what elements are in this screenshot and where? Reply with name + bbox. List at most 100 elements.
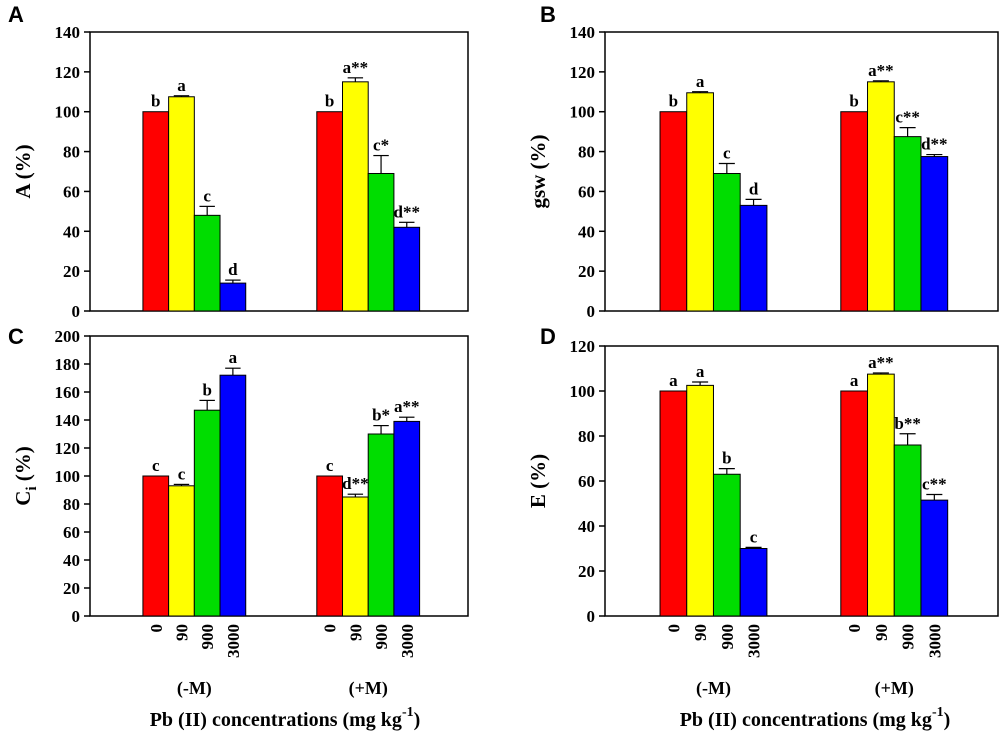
y-tick-label: 200	[55, 327, 81, 346]
group-label: (+M)	[349, 678, 388, 699]
bar-minus-m-0	[659, 390, 688, 617]
significance-label: b	[151, 92, 160, 111]
bar-minus-m-900	[712, 172, 741, 312]
bar-plus-m-90	[867, 81, 895, 312]
y-tick-label: 0	[587, 302, 596, 321]
significance-label: c**	[895, 108, 920, 127]
significance-label: a**	[343, 58, 369, 77]
panel-c: C 0 20 40 60 80 100 120 140 160 180 200 Ci (%) c 0 c 90 b…	[8, 324, 469, 699]
significance-label: a	[696, 72, 705, 91]
bar-plus-m-3000	[920, 499, 949, 617]
y-tick-label: 120	[55, 439, 81, 458]
category-label: 3000	[925, 624, 944, 658]
category-label: 90	[172, 624, 191, 641]
y-axis-label: Ci (%)	[11, 446, 40, 506]
y-tick-label: 20	[578, 562, 595, 581]
category-label: 900	[198, 624, 217, 650]
significance-label: a**	[394, 397, 420, 416]
y-tick-label: 40	[63, 222, 80, 241]
bar-minus-m-3000	[219, 374, 247, 617]
significance-label: d	[228, 260, 238, 279]
bar-minus-m-900	[712, 473, 741, 617]
y-tick-label: 180	[55, 355, 81, 374]
significance-label: a	[177, 76, 186, 95]
category-label: 90	[346, 624, 365, 641]
significance-label: c	[178, 464, 186, 483]
significance-label: d	[749, 179, 759, 198]
category-label: 0	[845, 624, 864, 633]
y-tick-label: 100	[55, 467, 81, 486]
y-tick-label: 60	[63, 523, 80, 542]
y-tick-label: 80	[63, 495, 80, 514]
plot-frame	[89, 31, 469, 312]
significance-label: a	[229, 348, 238, 367]
y-tick-label: 60	[578, 182, 595, 201]
significance-label: a**	[868, 353, 894, 372]
significance-label: c*	[373, 136, 389, 155]
y-tick-label: 140	[55, 23, 81, 42]
category-label: 90	[691, 624, 710, 641]
y-tick-label: 80	[578, 143, 595, 162]
bar-minus-m-900	[193, 214, 221, 312]
significance-label: b	[325, 92, 334, 111]
bar-minus-m-3000	[219, 282, 247, 312]
y-tick-label: 120	[570, 63, 596, 82]
bar-plus-m-900	[893, 444, 922, 617]
category-label: 900	[899, 624, 918, 650]
x-axis-label-left: Pb (II) concentrations (mg kg-1)	[150, 705, 421, 731]
bar-plus-m-3000	[393, 420, 421, 617]
y-tick-label: 100	[570, 103, 596, 122]
y-axis-label: E (%)	[526, 454, 550, 508]
significance-label: b	[722, 449, 731, 468]
significance-label: b	[202, 380, 211, 399]
category-label: 0	[664, 624, 683, 633]
y-tick-label: 80	[578, 427, 595, 446]
significance-label: c	[723, 144, 731, 163]
significance-label: c	[750, 527, 758, 546]
significance-label: d**	[342, 474, 368, 493]
bar-plus-m-0	[840, 111, 869, 312]
significance-label: b*	[372, 406, 390, 425]
category-label: 90	[872, 624, 891, 641]
significance-label: c	[326, 456, 334, 475]
y-axis-label: gsw (%)	[526, 134, 550, 208]
y-tick-label: 120	[570, 337, 596, 356]
y-tick-label: 60	[63, 182, 80, 201]
bar-minus-m-3000	[739, 204, 768, 312]
significance-label: a	[850, 371, 859, 390]
y-tick-label: 0	[72, 302, 81, 321]
bar-plus-m-0	[316, 111, 344, 312]
y-tick-label: 140	[55, 411, 81, 430]
bar-minus-m-0	[659, 111, 688, 312]
y-tick-label: 160	[55, 383, 81, 402]
group-label: (-M)	[696, 678, 731, 699]
significance-label: a**	[868, 61, 894, 80]
bar-plus-m-900	[893, 136, 922, 312]
bar-minus-m-0	[142, 475, 170, 617]
significance-label: c**	[922, 475, 947, 494]
significance-label: a	[669, 371, 678, 390]
y-tick-label: 20	[578, 262, 595, 281]
panel-letter: D	[540, 324, 556, 349]
bar-minus-m-900	[193, 409, 221, 617]
group-label: (-M)	[177, 678, 212, 699]
significance-label: d**	[921, 135, 947, 154]
category-label: 0	[321, 624, 340, 633]
significance-label: a	[696, 362, 705, 381]
y-tick-label: 0	[587, 607, 596, 626]
y-tick-label: 80	[63, 143, 80, 162]
panel-letter: B	[540, 2, 556, 27]
bar-minus-m-0	[142, 111, 170, 312]
category-label: 900	[718, 624, 737, 650]
category-label: 3000	[745, 624, 764, 658]
significance-label: b	[669, 92, 678, 111]
y-tick-label: 40	[63, 551, 80, 570]
y-tick-label: 100	[570, 382, 596, 401]
bar-plus-m-0	[316, 475, 344, 617]
y-tick-label: 0	[72, 607, 81, 626]
y-tick-label: 20	[63, 579, 80, 598]
